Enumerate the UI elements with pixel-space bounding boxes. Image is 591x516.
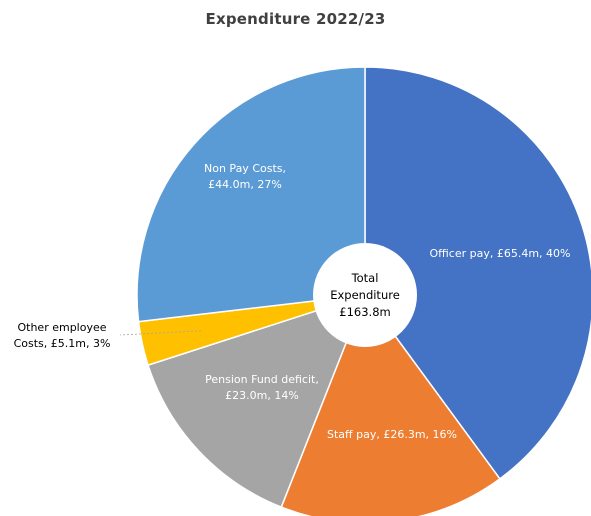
slice-non-pay-costs	[136, 66, 366, 323]
chart-title: Expenditure 2022/23	[205, 10, 386, 28]
slice-label-staff-pay: Staff pay, £26.3m, 16%	[327, 428, 457, 441]
slice-label-other-employee-costs: Other employee Costs, £5.1m, 3%	[14, 321, 111, 350]
slice-staff-pay	[280, 293, 501, 516]
center-total-label: Total Expenditure £163.8m	[330, 271, 400, 319]
slice-label-pension-fund-deficit: Pension Fund deficit, £23.0m, 14%	[205, 373, 319, 402]
slice-officer-pay	[364, 66, 591, 480]
slice-label-officer-pay: Officer pay, £65.4m, 40%	[429, 247, 570, 260]
slice-label-non-pay-costs: Non Pay Costs, £44.0m, 27%	[204, 162, 286, 191]
leader-line-other-employee-costs	[119, 330, 201, 336]
donut-center-hole	[313, 243, 417, 347]
